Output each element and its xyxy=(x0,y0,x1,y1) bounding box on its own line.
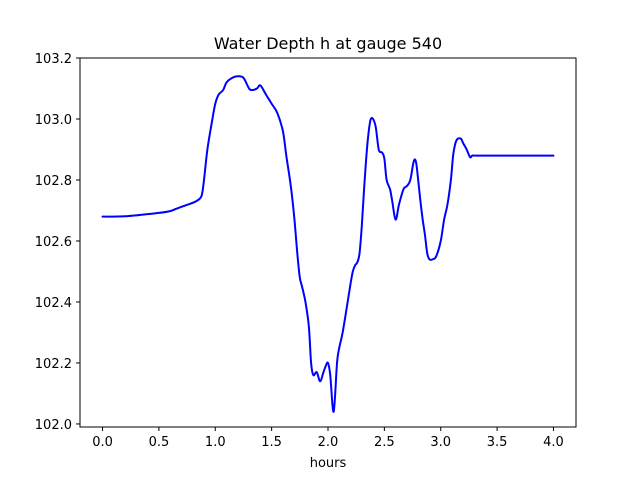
y-tick-label: 102.8 xyxy=(35,174,72,189)
x-tick-label: 4.0 xyxy=(543,435,564,450)
x-tick-label: 1.5 xyxy=(261,435,282,450)
x-tick-label: 1.0 xyxy=(205,435,226,450)
plot-area xyxy=(80,58,576,427)
x-tick-label: 2.0 xyxy=(318,435,339,450)
x-tick-label: 3.0 xyxy=(430,435,451,450)
plot-frame xyxy=(79,57,577,428)
y-tick-label: 103.2 xyxy=(35,52,72,67)
x-axis: 0.0 0.5 1.0 1.5 2.0 2.5 3.0 3.5 4.0 xyxy=(92,427,564,450)
y-axis: 102.0 102.2 102.4 102.6 102.8 103.0 103.2 xyxy=(35,52,80,433)
x-tick-label: 3.5 xyxy=(487,435,508,450)
x-tick-label: 2.5 xyxy=(374,435,395,450)
x-tick-label: 0.5 xyxy=(149,435,170,450)
y-tick-label: 102.2 xyxy=(35,357,72,372)
y-tick-label: 102.0 xyxy=(35,418,72,433)
y-tick-label: 102.4 xyxy=(35,296,72,311)
x-tick-label: 0.0 xyxy=(92,435,113,450)
y-tick-label: 103.0 xyxy=(35,113,72,128)
x-axis-label: hours xyxy=(310,456,347,471)
chart-title: Water Depth h at gauge 540 xyxy=(214,34,442,53)
series-line-0 xyxy=(101,75,555,413)
series-layer xyxy=(101,75,555,413)
y-tick-label: 102.6 xyxy=(35,235,72,250)
